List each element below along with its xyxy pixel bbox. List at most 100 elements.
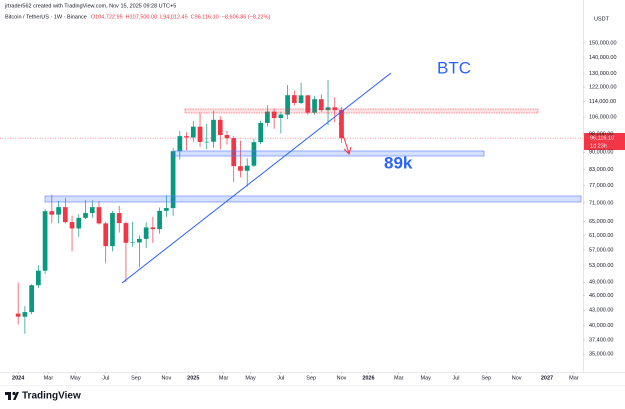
candle-body: [123, 223, 129, 243]
candle-body: [49, 211, 55, 215]
y-tick-label: 46,000.00: [589, 293, 613, 299]
x-tick-label: May: [421, 375, 432, 381]
candle-body: [96, 207, 102, 224]
y-tick-label: 61,000.00: [589, 233, 613, 239]
candle-body: [217, 119, 223, 136]
y-tick-label: 90,000.00: [589, 150, 613, 156]
x-tick-label: Jul: [102, 375, 109, 381]
y-tick-label: 49,000.00: [589, 280, 613, 286]
x-tick-label: Nov: [512, 375, 522, 381]
candle-body: [339, 110, 344, 139]
x-tick-label: Jul: [277, 375, 284, 381]
support-zone: [44, 195, 582, 203]
support-zone: [173, 150, 485, 157]
x-tick-label: 2025: [187, 375, 199, 381]
arrow: [338, 122, 352, 155]
x-tick-label: Mar: [219, 375, 229, 381]
candle-body: [62, 207, 68, 223]
candle-body: [184, 136, 189, 138]
resistance-zone: [184, 108, 539, 114]
candle-body: [197, 126, 203, 142]
candle-body: [332, 107, 338, 111]
ohlc-legend: Bitcoin / TetherUS · 1W · Binance O104,7…: [5, 14, 271, 20]
candle-body: [224, 135, 230, 139]
plot-area: [0, 79, 583, 334]
x-tick-label: May: [70, 375, 81, 381]
y-tick-label: 37,400.00: [589, 337, 613, 343]
y-tick-label: 57,000.00: [589, 247, 613, 253]
candle-body: [278, 114, 284, 118]
candle-body: [130, 242, 136, 244]
ohlc-value: C96,116.10: [191, 14, 219, 20]
x-tick-label: Mar: [569, 375, 579, 381]
brand-logo: [5, 391, 19, 400]
candle-body: [325, 107, 331, 111]
candle-body: [36, 270, 41, 286]
y-tick-label: 53,000.00: [589, 263, 613, 269]
candle-body: [238, 166, 243, 171]
candle-body: [231, 138, 237, 167]
candle-body: [116, 213, 122, 224]
candle-body: [251, 142, 257, 166]
x-tick-label: Sep: [131, 375, 141, 381]
last-price: 96,116.10: [590, 135, 614, 141]
y-tick-label: 43,000.00: [589, 308, 613, 314]
x-tick-label: Nov: [161, 375, 171, 381]
x-tick-label: 2026: [362, 375, 374, 381]
y-tick-label: 65,000.00: [589, 219, 613, 225]
x-tick-label: 2027: [541, 375, 553, 381]
candle-body: [305, 95, 311, 113]
annotation: BTC: [437, 58, 471, 77]
candle-body: [110, 213, 115, 247]
y-tick-label: 106,000.00: [589, 115, 617, 121]
y-tick-label: 140,000.00: [589, 55, 617, 61]
candle-body: [211, 119, 216, 142]
candle-body: [69, 222, 75, 229]
candle-body: [76, 217, 82, 229]
candle-body: [271, 111, 277, 118]
candle-body: [170, 151, 176, 209]
x-tick-label: Mar: [44, 375, 54, 381]
candle-body: [244, 165, 250, 171]
symbol-title: Bitcoin / TetherUS · 1W · Binance: [5, 14, 87, 20]
candle-body: [298, 95, 304, 103]
candle-body: [137, 238, 142, 243]
candle-body: [22, 312, 28, 317]
candle-body: [291, 95, 297, 103]
candle-body: [42, 211, 48, 271]
candle-body: [89, 207, 95, 214]
annotation: 89k: [384, 153, 413, 172]
candle-body: [312, 99, 317, 113]
candle-body: [103, 223, 109, 247]
x-tick-label: 2024: [12, 375, 25, 381]
candle-body: [190, 126, 196, 138]
trend-line: [121, 72, 392, 284]
y-tick-label: 98,000.00: [589, 131, 613, 137]
ohlc-value: O104,722.95: [91, 14, 123, 20]
x-tick-label: Mar: [394, 375, 404, 381]
ohlc-value: L94,012.45: [160, 14, 188, 20]
candle-body: [318, 99, 324, 111]
y-tick-label: 35,000.00: [589, 352, 613, 358]
y-tick-label: 130,000.00: [589, 71, 617, 77]
candle-body: [177, 136, 183, 152]
brand: TradingView: [22, 391, 81, 402]
y-tick-label: 71,000.00: [589, 200, 613, 206]
candle-body: [83, 213, 88, 218]
y-tick-label: 114,000.00: [589, 99, 616, 105]
ohlc-value: H107,500.00: [126, 14, 158, 20]
candle-body: [29, 285, 34, 313]
y-tick-label: 122,000.00: [589, 85, 617, 91]
candle-body: [258, 122, 264, 143]
x-tick-label: Sep: [481, 375, 491, 381]
candle-body: [204, 141, 210, 143]
x-tick-label: Sep: [306, 375, 316, 381]
ohlc-value: −8,606.86 (−8.22%): [222, 14, 271, 20]
candle-body: [285, 95, 290, 115]
y-tick-label: 77,000.00: [589, 183, 613, 189]
x-tick-label: Nov: [337, 375, 347, 381]
candle-body: [15, 313, 21, 317]
x-tick-label: Jul: [453, 375, 460, 381]
candle-body: [265, 111, 270, 123]
